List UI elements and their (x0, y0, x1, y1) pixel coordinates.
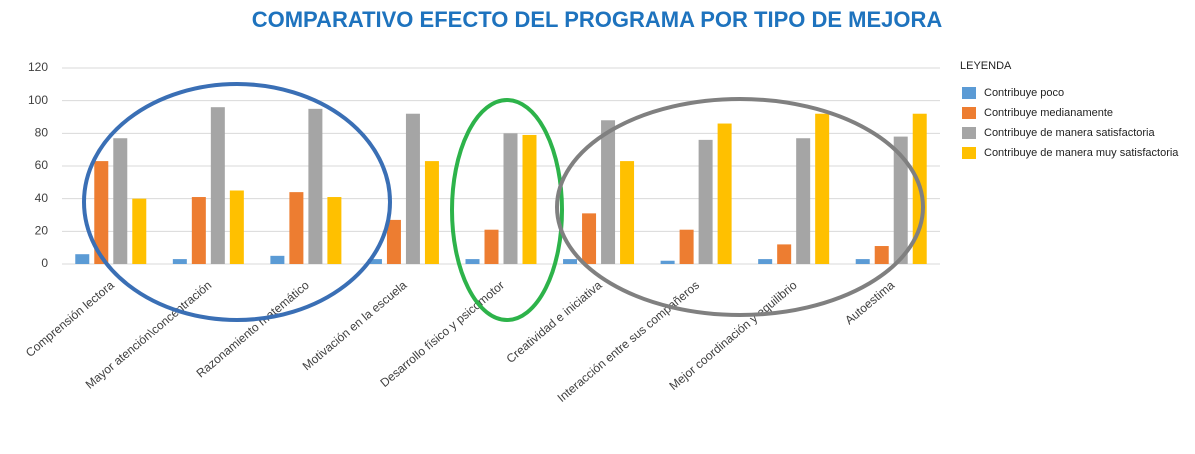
bar (698, 139, 713, 264)
y-tick-label: 0 (41, 256, 48, 270)
annotation-ellipse (555, 97, 925, 317)
bar (660, 260, 675, 264)
bar (191, 197, 206, 264)
y-tick-label: 120 (28, 60, 48, 74)
bar (132, 198, 147, 264)
x-tick-label: Comprensión lectora (23, 278, 117, 360)
bar (270, 255, 285, 264)
bar (777, 244, 792, 264)
legend-label: Contribuye medianamente (984, 107, 1113, 119)
bar (465, 259, 480, 264)
x-tick-label: Motivación en la escuela (300, 278, 410, 373)
bar (563, 259, 578, 264)
x-tick-label: Creatividad e iniciativa (504, 278, 605, 366)
legend-label: Contribuye de manera muy satisfactoria (984, 147, 1179, 159)
legend-swatch (962, 87, 976, 99)
bar (815, 113, 830, 264)
bar (289, 192, 304, 264)
bar (172, 259, 187, 264)
y-tick-label: 20 (35, 224, 49, 238)
bar (893, 136, 908, 264)
bar (503, 133, 518, 264)
bar (620, 161, 635, 264)
bar (758, 259, 773, 264)
legend-swatch (962, 147, 976, 159)
bar (484, 229, 499, 264)
y-tick-label: 100 (28, 93, 48, 107)
bar (386, 219, 401, 264)
bar (94, 161, 109, 264)
bar (424, 161, 439, 264)
y-tick-label: 80 (35, 126, 49, 140)
legend-swatch (962, 127, 976, 139)
bar (582, 213, 597, 264)
annotation-ellipse (82, 82, 392, 322)
bar (679, 229, 694, 264)
bar (522, 134, 537, 264)
bar (601, 120, 616, 265)
legend-swatch (962, 107, 976, 119)
chart-title: COMPARATIVO EFECTO DEL PROGRAMA POR TIPO… (252, 7, 943, 32)
legend-label: Contribuye de manera satisfactoria (984, 127, 1155, 139)
bar (874, 246, 889, 264)
bar (308, 108, 323, 264)
x-tick-label: Razonamiento matemático (194, 278, 313, 381)
legend-label: Contribuye poco (984, 87, 1064, 99)
legend-title: LEYENDA (960, 60, 1012, 72)
bar (796, 138, 811, 264)
bar (405, 113, 420, 264)
annotation-ellipse (450, 98, 564, 322)
bar (210, 107, 225, 264)
bar (327, 197, 342, 264)
bar (113, 138, 128, 264)
bar (229, 190, 244, 264)
bar (75, 254, 90, 264)
bar (367, 259, 382, 264)
bar (855, 259, 870, 264)
bar (717, 123, 732, 265)
y-tick-label: 40 (35, 191, 49, 205)
y-tick-label: 60 (35, 158, 49, 172)
